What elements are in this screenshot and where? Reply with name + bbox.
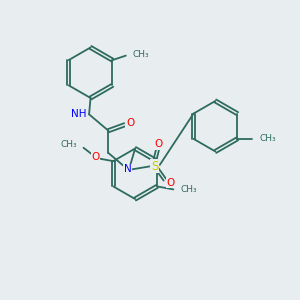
Text: CH₃: CH₃: [61, 140, 78, 149]
Text: O: O: [167, 178, 175, 188]
Text: CH₃: CH₃: [132, 50, 149, 58]
Text: O: O: [126, 118, 134, 128]
Text: NH: NH: [71, 109, 86, 119]
Text: S: S: [151, 160, 158, 173]
Text: CH₃: CH₃: [181, 185, 197, 194]
Text: CH₃: CH₃: [260, 134, 276, 143]
Text: O: O: [155, 139, 163, 149]
Text: N: N: [124, 164, 132, 174]
Text: O: O: [91, 152, 100, 162]
